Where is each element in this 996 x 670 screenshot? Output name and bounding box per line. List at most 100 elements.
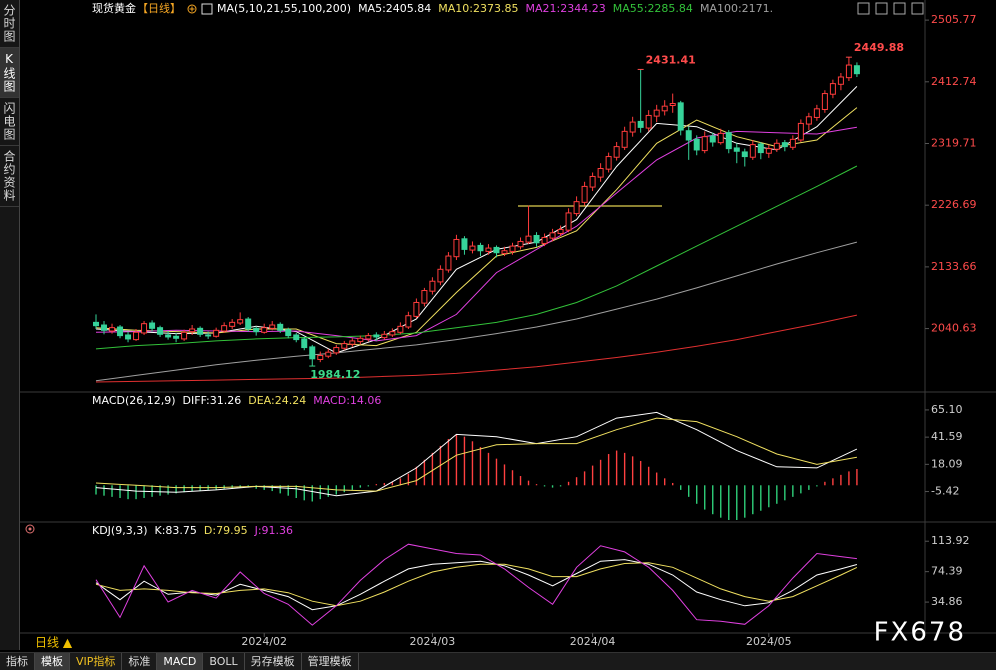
candle-body [501, 250, 508, 254]
candle-body [621, 130, 628, 148]
settings-icon[interactable] [25, 524, 35, 534]
toolbar-item[interactable]: 管理模板 [302, 653, 359, 670]
x-tick-label: 2024/04 [570, 635, 616, 648]
candle-body [565, 212, 572, 231]
candle-body [509, 245, 516, 252]
candle-body [853, 65, 860, 75]
sidebar-tab[interactable]: 合约资料 [0, 146, 19, 207]
indicator-title: MACD(26,12,9) [92, 394, 176, 407]
candle-body [533, 234, 540, 244]
candle-body [493, 246, 500, 254]
candle-body [781, 142, 788, 148]
sidebar: 分时图 K线图 闪电图 合约资料 [0, 0, 20, 650]
candle-body [709, 135, 716, 143]
candle-body [269, 324, 276, 329]
series-line [95, 562, 858, 607]
toolbar-item[interactable]: 另存模板 [245, 653, 302, 670]
candle-body [525, 235, 532, 243]
icon[interactable] [911, 2, 924, 15]
candle-body [397, 325, 404, 333]
candle-body [317, 355, 324, 360]
candle-body [261, 327, 268, 333]
y-tick-label: -5.42 [931, 485, 959, 498]
sidebar-tab[interactable]: K线图 [0, 48, 19, 98]
candle-body [797, 122, 804, 141]
candle-body [845, 64, 852, 79]
y-tick-label: 113.92 [931, 534, 970, 547]
series-line [95, 417, 857, 492]
candle-body [669, 103, 676, 107]
watermark: FX678 [874, 618, 966, 648]
extreme-label: 1984.12 [310, 368, 360, 381]
toolbar-item[interactable]: 标准 [122, 653, 158, 670]
candle-body [125, 334, 132, 340]
sidebar-tab[interactable]: 闪电图 [0, 98, 19, 146]
window-icons[interactable] [857, 2, 924, 15]
toolbar-item[interactable]: 模板 [35, 653, 70, 670]
toolbar-item[interactable]: 指标 [0, 653, 35, 670]
candle-body [309, 346, 316, 360]
sidebar-tab[interactable]: 分时图 [0, 0, 19, 48]
candle-body [477, 244, 484, 252]
candle-body [157, 327, 164, 335]
candle-body [325, 351, 332, 357]
series-line [95, 314, 858, 383]
candle-body [821, 93, 828, 110]
candle-body [461, 238, 468, 250]
period-selector[interactable]: 日线 ▲ [35, 636, 73, 650]
candle-body [581, 185, 588, 203]
icon[interactable] [893, 2, 906, 15]
legend-entry: MA5:2405.84 [358, 2, 431, 15]
y-tick-label: 74.39 [931, 565, 963, 578]
y-tick-label: 2505.77 [931, 13, 977, 26]
candle-body [101, 324, 108, 331]
y-tick-label: 65.10 [931, 403, 963, 416]
candle-body [677, 102, 684, 131]
toolbar-item[interactable]: BOLL [203, 653, 245, 670]
candle-body [205, 334, 212, 337]
candle-body [221, 325, 228, 332]
candle-body [165, 334, 172, 338]
candle-body [733, 147, 740, 152]
candle-body [349, 340, 356, 345]
settings-icon-dot [28, 527, 32, 531]
candle-body [277, 323, 284, 331]
candle-body [229, 321, 236, 327]
candle-body [765, 148, 772, 154]
candle-body [213, 329, 220, 337]
y-tick-label: 18.09 [931, 457, 963, 470]
icon[interactable] [857, 2, 870, 15]
y-tick-label: 2319.71 [931, 136, 977, 149]
candle-body [653, 109, 660, 117]
symbol: 现货黄金 [92, 1, 136, 15]
toolbar-item[interactable]: MACD [157, 653, 204, 670]
candle-body [741, 151, 748, 158]
candle-body [485, 247, 492, 252]
toolbar: 指标 模板 VIP指标 标准 MACD BOLL 另存模板 管理模板 [0, 652, 996, 670]
candle-body [149, 322, 156, 329]
candle-body [813, 108, 820, 118]
candle-body [237, 319, 244, 324]
candle-body [725, 132, 732, 150]
x-tick-label: 2024/03 [410, 635, 456, 648]
legend-entry: MA10:2373.85 [438, 2, 518, 15]
candle-body [693, 138, 700, 151]
candle-body [605, 156, 612, 170]
candle-body [557, 229, 564, 234]
candle-body [245, 318, 252, 330]
candle-body [293, 334, 300, 341]
icon[interactable] [875, 2, 888, 15]
chart: 日线 ▲ FX678 2505.77 2412.74 2319.71 2226.69 2… [20, 0, 996, 650]
candle-body [365, 335, 372, 340]
candle-body [429, 280, 436, 292]
legend-entry: J:91.36 [254, 524, 293, 537]
candle-body [589, 175, 596, 188]
candle-body [757, 143, 764, 154]
candle-body [301, 338, 308, 349]
y-tick-label: 2226.69 [931, 198, 977, 211]
x-tick-label: 2024/02 [241, 635, 287, 648]
candle-body [389, 331, 396, 336]
candle-body [805, 116, 812, 125]
legend-entry: MACD:14.06 [313, 394, 381, 407]
toolbar-item[interactable]: VIP指标 [70, 653, 123, 670]
